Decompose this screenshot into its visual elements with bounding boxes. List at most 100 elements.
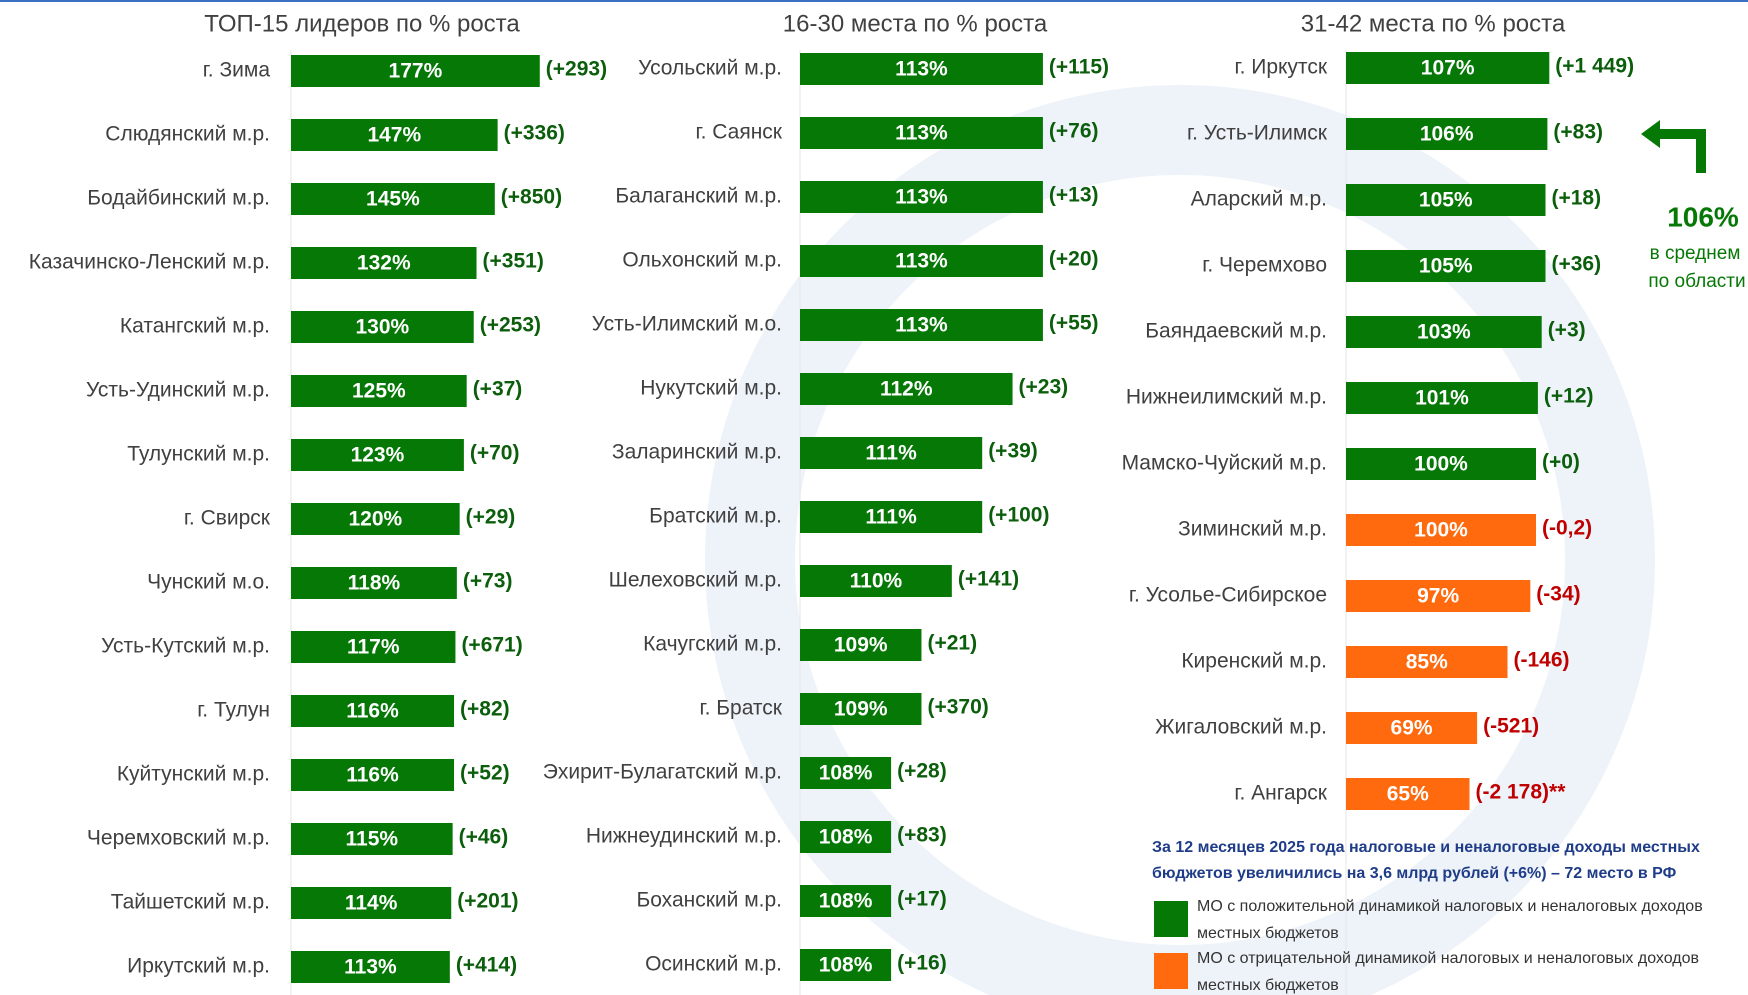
category-label: Усть-Удинский м.р. [86, 379, 270, 402]
category-label: Заларинский м.р. [612, 441, 782, 464]
change-label: (+83) [897, 824, 947, 847]
value-label: 97% [1417, 585, 1459, 608]
value-label: 117% [347, 636, 400, 659]
change-label: (+414) [456, 954, 517, 977]
bar [1346, 118, 1548, 150]
value-label: 145% [366, 188, 420, 211]
value-label: 103% [1417, 321, 1471, 344]
change-label: (+28) [897, 760, 947, 783]
category-label: г. Ангарск [1234, 782, 1327, 805]
value-label: 100% [1414, 519, 1468, 542]
bar [800, 501, 983, 533]
bar [291, 695, 455, 727]
change-label: (+16) [897, 952, 947, 975]
note: За 12 месяцев 2025 года налоговые и нена… [1152, 839, 1700, 856]
category-label: Усть-Илимский м.о. [592, 313, 782, 336]
category-label: Слюдянский м.р. [105, 123, 270, 146]
bar [291, 311, 474, 343]
change-label: (+18) [1552, 187, 1602, 210]
category-label: Жигаловский м.р. [1155, 716, 1327, 739]
category-label: Тулунский м.р. [127, 443, 270, 466]
bar [800, 181, 1043, 213]
category-label: Осинский м.р. [645, 953, 782, 976]
bar [291, 503, 460, 535]
change-label: (+76) [1049, 120, 1099, 143]
category-label: Аларский м.р. [1191, 188, 1327, 211]
change-label: (+39) [988, 440, 1038, 463]
bar [1346, 52, 1550, 84]
category-label: Шелеховский м.р. [609, 569, 782, 592]
bar [291, 631, 456, 663]
bar [1346, 448, 1536, 480]
legend-label: местных бюджетов [1197, 925, 1339, 942]
category-label: г. Саянск [695, 121, 782, 144]
value-label: 113% [895, 314, 948, 337]
category-label: Нижнеилимский м.р. [1126, 386, 1327, 409]
value-label: 109% [834, 634, 888, 657]
category-label: г. Усолье-Сибирское [1129, 584, 1327, 607]
category-label: Боханский м.р. [636, 889, 782, 912]
bar [1346, 316, 1542, 348]
change-label: (+82) [460, 698, 510, 721]
bar [291, 439, 464, 471]
value-label: 100% [1414, 453, 1468, 476]
change-label: (+0) [1542, 451, 1580, 474]
change-label: (+115) [1049, 56, 1109, 79]
category-label: Куйтунский м.р. [117, 763, 270, 786]
category-label: Чунский м.о. [147, 571, 270, 594]
bar [800, 53, 1043, 85]
bar [1346, 580, 1531, 612]
bar [1346, 184, 1546, 216]
value-label: 110% [850, 570, 903, 593]
bar [1346, 646, 1508, 678]
change-label: (+293) [546, 58, 607, 81]
bar [291, 567, 457, 599]
watermark [705, 85, 1655, 995]
change-label: (-0,2) [1542, 517, 1592, 540]
value-label: 111% [865, 506, 917, 529]
value-label: 120% [348, 508, 402, 531]
category-label: Казачинско-Ленский м.р. [29, 251, 270, 274]
average-arrow [1641, 120, 1706, 173]
category-label: Катангский м.р. [120, 315, 270, 338]
category-label: г. Свирск [184, 507, 271, 530]
legend-label: МО с отрицательной динамикой налоговых и… [1197, 950, 1699, 967]
change-label: (+13) [1049, 184, 1099, 207]
value-label: 65% [1387, 783, 1429, 806]
category-label: Эхирит-Булагатский м.р. [543, 761, 782, 784]
value-label: 112% [880, 378, 933, 401]
category-label: г. Усть-Илимск [1187, 122, 1328, 145]
legend-swatch [1154, 953, 1188, 989]
category-label: г. Братск [699, 697, 782, 720]
change-label: (+141) [958, 568, 1019, 591]
chart-title: 16-30 места по % роста [783, 10, 1048, 37]
bar [1346, 778, 1470, 810]
category-label: Киренский м.р. [1181, 650, 1327, 673]
bar [291, 119, 498, 151]
category-label: Усольский м.р. [638, 57, 782, 80]
change-label: (+351) [483, 250, 544, 273]
change-label: (+201) [457, 890, 518, 913]
change-label: (+70) [470, 442, 520, 465]
bar [291, 823, 453, 855]
value-label: 69% [1391, 717, 1433, 740]
value-label: 105% [1419, 255, 1473, 278]
value-label: 106% [1420, 123, 1474, 146]
change-label: (+23) [1019, 376, 1069, 399]
change-label: (-2 178)** [1476, 781, 1567, 804]
legend-swatch [1154, 901, 1188, 937]
bar [800, 885, 892, 917]
legend-label: МО с положительной динамикой налоговых и… [1197, 898, 1703, 915]
value-label: 108% [819, 954, 873, 977]
bar [291, 759, 455, 791]
category-label: Нукутский м.р. [640, 377, 782, 400]
category-label: Качугский м.р. [643, 633, 782, 656]
bar [800, 373, 1013, 405]
change-label: (+3) [1548, 319, 1586, 342]
value-label: 113% [344, 956, 397, 979]
value-label: 132% [357, 252, 411, 275]
bar [800, 245, 1043, 277]
value-label: 115% [346, 828, 399, 851]
value-label: 123% [351, 444, 405, 467]
